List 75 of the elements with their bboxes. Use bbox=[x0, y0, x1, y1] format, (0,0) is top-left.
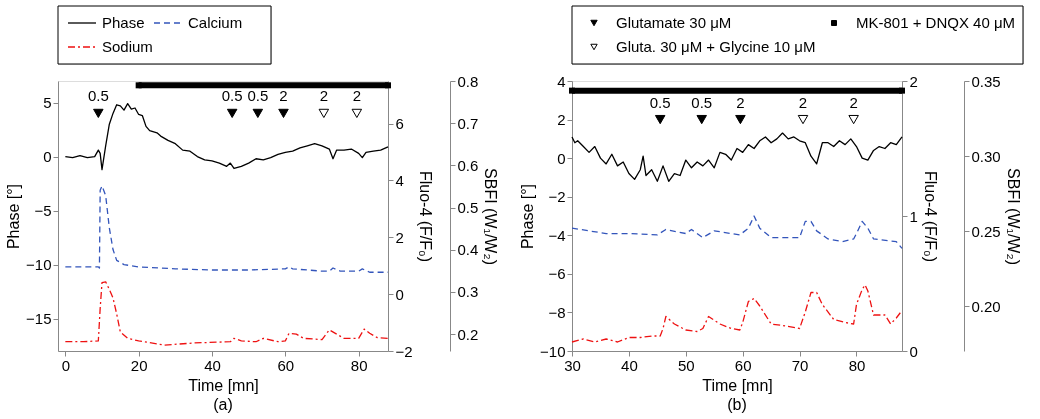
y-tick-label: −6 bbox=[548, 265, 566, 283]
legend-label: MK-801 + DNQX 40 μM bbox=[856, 14, 1016, 31]
legend-label: Phase bbox=[102, 14, 145, 31]
annotation: 2 bbox=[319, 87, 329, 105]
y3-tick-label: 0.35 bbox=[971, 72, 1001, 90]
y-tick-label: 5 bbox=[43, 94, 52, 112]
y3-axis-title: SBFI (W₁/W₂) bbox=[482, 168, 500, 265]
annotation: 0.5 bbox=[649, 93, 671, 111]
x-tick-label: 30 bbox=[564, 356, 581, 374]
annotation: 2 bbox=[279, 87, 288, 105]
y3-tick-label: 0.6 bbox=[457, 156, 479, 174]
y-tick-label: −8 bbox=[548, 303, 566, 321]
text: (b) bbox=[727, 396, 747, 413]
y2-tick-label: 2 bbox=[395, 228, 404, 246]
annotation: 2 bbox=[849, 93, 858, 111]
y2-tick-label: 2 bbox=[909, 72, 918, 90]
y2-axis-title: Fluo-4 (F/F₀) bbox=[416, 170, 434, 263]
y2-axis-title: Fluo-4 (F/F₀) bbox=[921, 170, 939, 263]
annotation: 2 bbox=[798, 93, 808, 111]
y3-tick-label: 0.5 bbox=[457, 199, 479, 217]
line-series bbox=[64, 281, 389, 346]
y3-tick-label: 0.2 bbox=[457, 325, 479, 343]
y-axis-title: Phase [°] bbox=[519, 183, 537, 250]
x-axis-title: Time [mn] bbox=[188, 376, 259, 394]
x-tick-label: 40 bbox=[621, 356, 638, 374]
x-tick-label: 40 bbox=[204, 356, 221, 374]
y2-tick-label: 6 bbox=[395, 115, 404, 133]
y3-tick-label: 0.3 bbox=[457, 283, 479, 301]
y-tick-label: 4 bbox=[557, 72, 566, 90]
line-series bbox=[571, 284, 903, 343]
y-tick-label: 2 bbox=[557, 111, 566, 129]
line-series bbox=[571, 132, 903, 182]
y2-tick-label: 1 bbox=[909, 207, 918, 225]
legend-label: Calcium bbox=[188, 14, 243, 31]
x-tick-label: 50 bbox=[677, 356, 695, 374]
y-tick-label: −15 bbox=[26, 310, 52, 328]
y-tick-label: 0 bbox=[43, 148, 52, 166]
line-series bbox=[64, 103, 389, 171]
y-tick-label: −5 bbox=[34, 202, 52, 220]
text: (a) bbox=[213, 396, 233, 413]
y-tick-label: 0 bbox=[557, 149, 566, 167]
x-axis-title: Time [mn] bbox=[702, 376, 773, 394]
legend-label: Glutamate 30 μM bbox=[616, 14, 732, 31]
y3-tick-label: 0.25 bbox=[971, 222, 1001, 240]
legend-label: Sodium bbox=[102, 38, 153, 55]
y3-tick-label: 0.4 bbox=[457, 241, 479, 259]
y3-tick-label: 0.30 bbox=[971, 147, 1001, 165]
y-tick-label: −4 bbox=[548, 226, 566, 244]
legend-label: Gluta. 30 μM + Glycine 10 μM bbox=[616, 38, 816, 55]
y-tick-label: −2 bbox=[548, 188, 566, 206]
annotation: 0.5 bbox=[221, 87, 243, 105]
y2-tick-label: 0 bbox=[909, 342, 918, 360]
x-tick-label: 60 bbox=[734, 356, 752, 374]
x-tick-label: 20 bbox=[130, 356, 148, 374]
annotation: 2 bbox=[352, 87, 362, 105]
y2-tick-label: 4 bbox=[395, 171, 404, 189]
annotation: 0.5 bbox=[247, 87, 269, 105]
x-tick-label: 60 bbox=[277, 356, 295, 374]
y2-tick-label: 0 bbox=[395, 285, 404, 303]
x-tick-label: 80 bbox=[350, 356, 368, 374]
y3-tick-label: 0.7 bbox=[457, 114, 479, 132]
line-series bbox=[571, 215, 903, 250]
y3-axis-title: SBFI (W₁/W₂) bbox=[1004, 168, 1022, 265]
annotation: 2 bbox=[736, 93, 745, 111]
y-axis-title: Phase [°] bbox=[5, 183, 23, 250]
y-tick-label: −10 bbox=[540, 342, 566, 360]
y-tick-label: −10 bbox=[26, 256, 52, 274]
y3-tick-label: 0.20 bbox=[971, 297, 1001, 315]
x-tick-label: 70 bbox=[791, 356, 809, 374]
annotation: 0.5 bbox=[691, 93, 713, 111]
annotation: 0.5 bbox=[87, 87, 109, 105]
x-tick-label: 80 bbox=[848, 356, 866, 374]
y2-tick-label: −2 bbox=[395, 342, 413, 360]
x-tick-label: 0 bbox=[61, 356, 71, 374]
y3-tick-label: 0.8 bbox=[457, 72, 479, 90]
